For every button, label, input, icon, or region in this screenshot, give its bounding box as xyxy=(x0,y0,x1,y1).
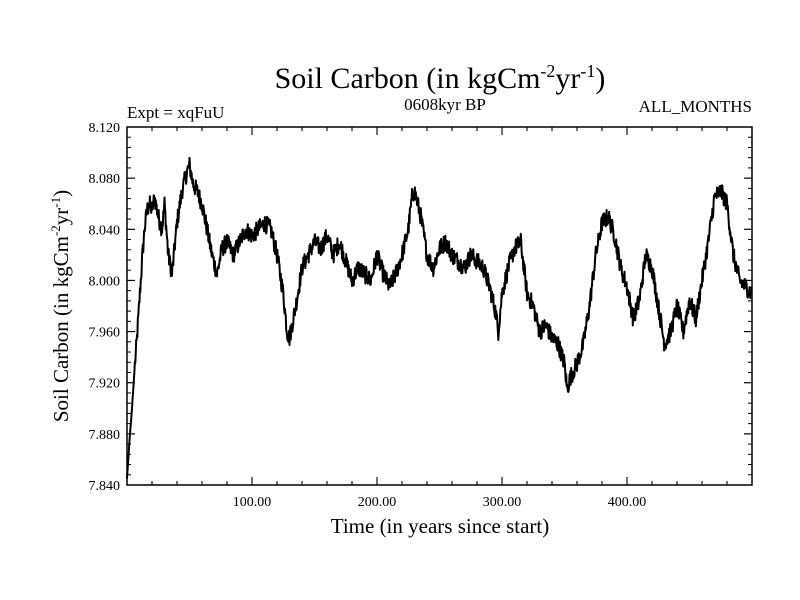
y-tick-label: 7.920 xyxy=(89,377,121,392)
x-tick-label: 200.00 xyxy=(358,495,397,510)
months-label: ALL_MONTHS xyxy=(639,97,752,116)
y-tick-label: 8.000 xyxy=(89,274,121,289)
x-axis-label: Time (in years since start) xyxy=(331,514,550,538)
y-tick-label: 8.080 xyxy=(89,172,121,187)
x-tick-label: 100.00 xyxy=(233,495,272,510)
x-axis: 100.00 200.00 300.00 400.00 xyxy=(151,127,728,510)
chart-title: Soil Carbon (in kgCm-2yr-1) xyxy=(275,61,606,95)
period-label: 0608kyr BP xyxy=(404,95,486,114)
y-tick-label: 7.840 xyxy=(89,479,121,494)
x-tick-label: 300.00 xyxy=(483,495,522,510)
y-tick-label: 7.960 xyxy=(89,326,121,341)
plot-frame xyxy=(126,126,753,486)
experiment-label: Expt = xqFuU xyxy=(127,103,224,122)
x-tick-label: 400.00 xyxy=(608,495,647,510)
y-axis-label: Soil Carbon (in kgCm-2yr-1) xyxy=(48,190,73,422)
y-tick-label: 7.880 xyxy=(89,428,121,443)
soil-carbon-series-line xyxy=(126,156,753,479)
y-tick-label: 8.120 xyxy=(89,121,121,136)
y-axis: 7.840 7.880 7.920 7.960 8.000 8.040 8.080 8.120 xyxy=(89,121,752,494)
y-tick-label: 8.040 xyxy=(89,223,121,238)
